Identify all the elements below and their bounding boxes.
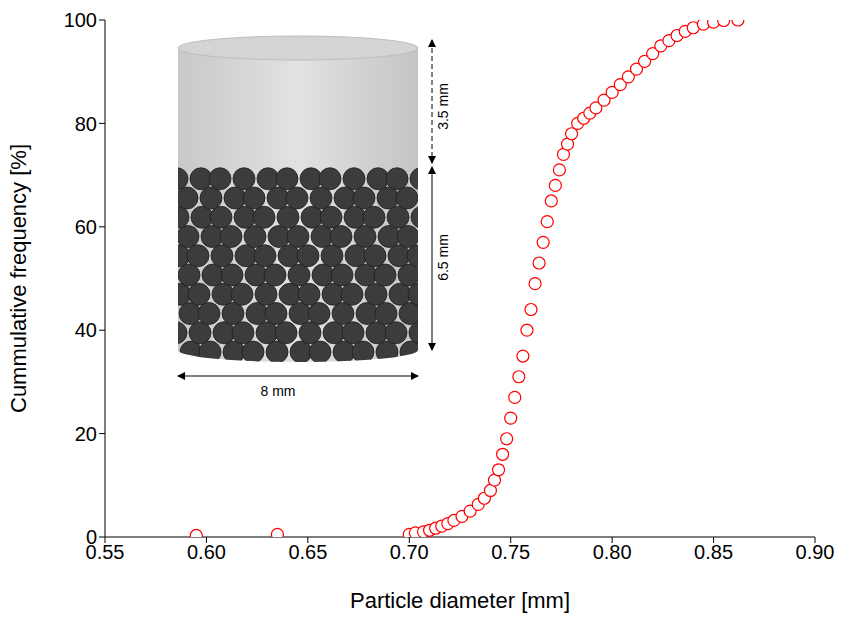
svg-text:0: 0 — [86, 526, 97, 548]
svg-text:20: 20 — [75, 423, 97, 445]
svg-text:40: 40 — [75, 319, 97, 341]
svg-text:Cummulative frequency [%]: Cummulative frequency [%] — [6, 144, 31, 413]
svg-text:0.55: 0.55 — [85, 541, 125, 564]
svg-text:0.70: 0.70 — [390, 541, 429, 563]
svg-text:0.65: 0.65 — [288, 541, 327, 563]
svg-text:100: 100 — [64, 9, 97, 31]
svg-text:6.5 mm: 6.5 mm — [435, 234, 451, 281]
svg-text:0.80: 0.80 — [593, 541, 632, 563]
svg-text:0.85: 0.85 — [694, 541, 733, 563]
svg-text:0.60: 0.60 — [187, 541, 226, 563]
svg-text:60: 60 — [75, 216, 97, 238]
svg-text:3.5 mm: 3.5 mm — [435, 83, 451, 130]
svg-text:80: 80 — [75, 113, 97, 135]
svg-text:0.75: 0.75 — [491, 541, 530, 563]
svg-text:0.90: 0.90 — [796, 541, 835, 563]
svg-text:8 mm: 8 mm — [261, 383, 296, 399]
svg-text:Particle diameter [mm]: Particle diameter [mm] — [350, 588, 570, 613]
